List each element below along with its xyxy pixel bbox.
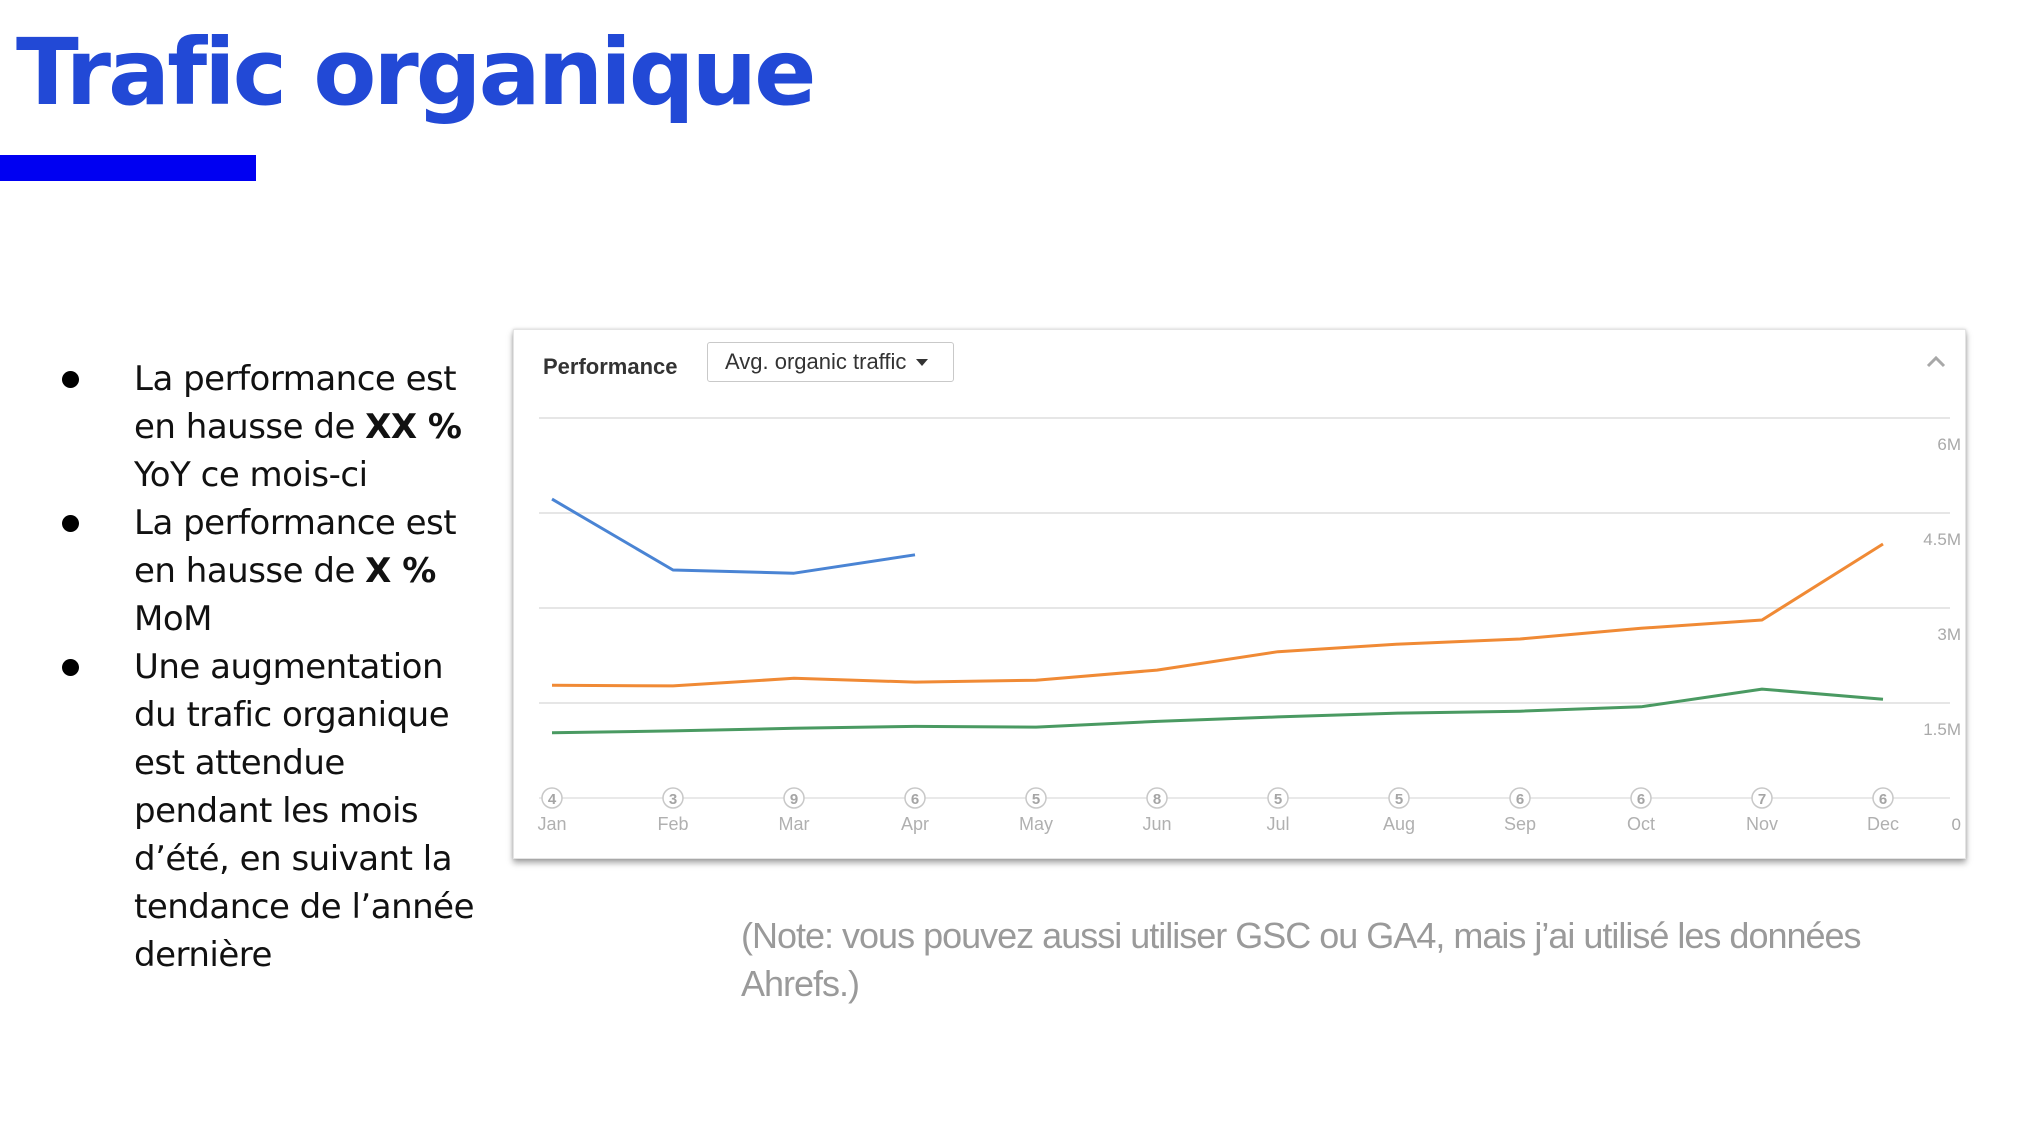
annotation-count: 8 <box>1153 791 1161 808</box>
caret-down-icon <box>916 358 929 366</box>
x-tick-label: Jun <box>1142 814 1171 834</box>
x-tick-label: Mar <box>779 814 810 834</box>
series-line-3 <box>551 687 1884 735</box>
x-tick-label: Aug <box>1383 814 1415 834</box>
annotation-count: 6 <box>1879 791 1887 808</box>
annotation-marker[interactable] <box>1751 787 1773 809</box>
metric-dropdown[interactable]: Avg. organic traffic <box>707 342 954 382</box>
x-tick-label: Oct <box>1627 814 1655 834</box>
annotation-count: 5 <box>1032 791 1040 808</box>
metric-dropdown-value: Avg. organic traffic <box>725 349 907 374</box>
bullet-dot-icon <box>62 371 79 388</box>
y-tick-label: 1.5M <box>1923 720 1961 739</box>
bullet-item: La performance est en hausse de XX % YoY… <box>0 355 500 499</box>
performance-label: Performance <box>543 354 678 379</box>
annotation-marker[interactable] <box>1630 787 1652 809</box>
bullet-dot-icon <box>62 515 79 532</box>
annotation-count: 6 <box>1516 791 1524 808</box>
annotation-marker[interactable] <box>904 787 926 809</box>
x-tick-label: Nov <box>1746 814 1778 834</box>
x-tick-label: Jul <box>1266 814 1289 834</box>
x-tick-label: Feb <box>657 814 688 834</box>
x-tick-label: Dec <box>1867 814 1899 834</box>
y-tick-label: 3M <box>1937 625 1961 644</box>
x-tick-label: May <box>1019 814 1053 834</box>
bullet-text-suffix: MoM <box>134 599 212 639</box>
annotation-count: 6 <box>911 791 919 808</box>
annotation-count: 3 <box>669 791 677 808</box>
performance-chart-card: 0 1.5M 3M 4.5M 6M 4 Jan 3 Feb 9 Mar 6 Apr 5 May 8 Jun 5 Ju… <box>513 329 1966 859</box>
bullet-text: La performance est en hausse de <box>134 503 457 591</box>
bullet-highlight-value: X % <box>365 551 436 591</box>
y-tick-label: 4.5M <box>1923 530 1961 549</box>
line-chart: 0 1.5M 3M 4.5M 6M 4 Jan 3 Feb 9 Mar 6 Apr 5 May 8 Jun 5 Ju… <box>537 417 1961 834</box>
annotation-marker[interactable] <box>541 787 563 809</box>
bullet-item: La performance est en hausse de X % MoM <box>0 499 500 643</box>
bullet-highlight-value: XX % <box>365 407 462 447</box>
slide-title: Trafic organique <box>16 19 817 126</box>
annotation-marker[interactable] <box>1267 787 1289 809</box>
bullet-item: Une augmentation du trafic organique est… <box>0 643 500 979</box>
chevron-up-icon <box>1926 355 1946 368</box>
y-tick-label: 0 <box>1952 815 1961 834</box>
y-tick-label: 6M <box>1937 435 1961 454</box>
annotation-marker[interactable] <box>783 787 805 809</box>
x-tick-label: Apr <box>901 814 929 834</box>
annotation-count: 4 <box>548 791 557 808</box>
annotation-count: 5 <box>1274 791 1282 808</box>
annotation-marker[interactable] <box>1388 787 1410 809</box>
annotation-marker[interactable] <box>1025 787 1047 809</box>
annotation-marker[interactable] <box>1509 787 1531 809</box>
annotation-count: 5 <box>1395 791 1403 808</box>
series-line-1 <box>551 497 916 575</box>
annotation-count: 6 <box>1637 791 1645 808</box>
collapse-button[interactable] <box>1924 352 1948 372</box>
bullet-text-suffix: YoY ce mois-ci <box>134 455 368 495</box>
annotation-count: 9 <box>790 791 798 808</box>
x-tick-label: Sep <box>1504 814 1536 834</box>
bullet-dot-icon <box>62 659 79 676</box>
note-text: (Note: vous pouvez aussi utiliser GSC ou… <box>741 915 1862 1004</box>
series-line-2 <box>551 542 1884 688</box>
bullet-text: La performance est en hausse de <box>134 359 457 447</box>
title-underline-bar <box>0 155 256 181</box>
annotation-count: 7 <box>1758 791 1766 808</box>
annotation-marker[interactable] <box>1872 787 1894 809</box>
x-tick-label: Jan <box>537 814 566 834</box>
bullet-text: Une augmentation du trafic organique est… <box>134 647 475 975</box>
bullet-list: La performance est en hausse de XX % YoY… <box>0 355 500 979</box>
annotation-marker[interactable] <box>662 787 684 809</box>
annotation-marker[interactable] <box>1146 787 1168 809</box>
